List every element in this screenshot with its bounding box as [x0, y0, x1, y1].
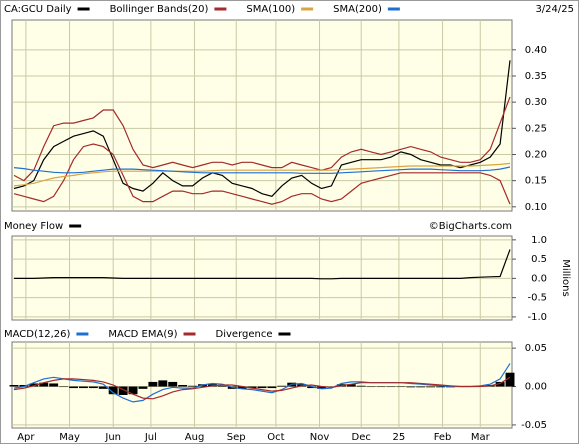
- y-tick-label: 0.5: [531, 254, 547, 265]
- bar: [69, 386, 78, 389]
- bar: [188, 385, 198, 387]
- bar: [78, 386, 88, 389]
- bar: [178, 385, 188, 387]
- series-line: [13, 143, 511, 205]
- x-tick-label: Aug: [185, 432, 205, 443]
- bar: [168, 381, 178, 387]
- series-line: [13, 376, 511, 400]
- axis-unit-label: Millions: [560, 259, 571, 296]
- bar: [237, 386, 247, 389]
- bar: [416, 386, 426, 388]
- series-line: [13, 166, 511, 174]
- annotation: ©BigCharts.com: [429, 221, 512, 232]
- series-line: [13, 60, 511, 197]
- x-tick-label: Jul: [144, 432, 157, 443]
- bar: [118, 386, 128, 395]
- y-tick-label: 0.25: [525, 123, 547, 134]
- y-tick-label: 0.05: [525, 343, 547, 354]
- y-tick-label: 1.0: [531, 235, 547, 246]
- y-tick-label: 0.30: [525, 97, 547, 108]
- bar: [148, 381, 158, 387]
- bar: [505, 372, 515, 387]
- y-tick-label: -0.5: [527, 293, 547, 304]
- y-tick-label: 0.35: [525, 71, 547, 82]
- chart-date: 3/24/25: [535, 4, 574, 15]
- x-tick-label: Dec: [352, 432, 371, 443]
- bar: [426, 386, 436, 388]
- series-line: [14, 249, 511, 280]
- y-tick-label: 0.0: [531, 273, 547, 284]
- legend-label: SMA(100): [246, 4, 295, 15]
- bar: [495, 381, 505, 387]
- bar: [247, 386, 257, 389]
- bar: [257, 386, 267, 389]
- bar: [158, 380, 168, 387]
- y-tick-label: 0.20: [525, 149, 547, 160]
- legend-label: MACD(12,26): [4, 329, 71, 340]
- series-line: [13, 363, 511, 403]
- bar: [396, 386, 406, 388]
- bar: [128, 386, 138, 395]
- bar: [356, 385, 366, 387]
- bar: [59, 386, 69, 388]
- bar: [19, 385, 29, 387]
- x-tick-label: Nov: [310, 432, 330, 443]
- x-tick-label: Feb: [434, 432, 452, 443]
- plot-area: [11, 19, 513, 212]
- bar: [406, 386, 416, 388]
- bar: [307, 386, 317, 389]
- bar: [317, 386, 326, 389]
- legend-label: SMA(200): [333, 4, 382, 15]
- x-tick-label: 25: [393, 432, 406, 443]
- y-tick-label: 0.00: [525, 382, 547, 393]
- series-line: [13, 162, 511, 187]
- legend-label: Bollinger Bands(20): [110, 4, 209, 15]
- bar: [39, 382, 49, 387]
- bar: [138, 386, 148, 389]
- bar: [98, 386, 108, 389]
- bar: [29, 383, 39, 387]
- legend-label: Money Flow: [4, 221, 63, 232]
- y-tick-label: -0.05: [521, 420, 547, 431]
- y-tick-label: 0.40: [525, 45, 547, 56]
- bar: [267, 386, 277, 389]
- bar: [376, 386, 386, 388]
- x-tick-label: Sep: [227, 432, 246, 443]
- legend-label: MACD EMA(9): [108, 329, 177, 340]
- bar: [277, 385, 287, 387]
- bar: [366, 386, 376, 388]
- bar: [9, 385, 19, 387]
- y-tick-label: 0.15: [525, 176, 547, 187]
- bar: [346, 384, 356, 387]
- bar: [386, 386, 396, 388]
- bar: [49, 383, 59, 387]
- x-tick-label: Mar: [471, 432, 491, 443]
- legend-label: Divergence: [216, 329, 273, 340]
- y-tick-label: 0.10: [525, 202, 547, 213]
- bar: [217, 385, 227, 387]
- x-tick-label: Apr: [17, 432, 35, 443]
- series-line: [13, 96, 511, 182]
- x-tick-label: Oct: [267, 432, 284, 443]
- bar: [88, 386, 98, 389]
- bar: [108, 386, 118, 395]
- bar: [436, 386, 446, 388]
- y-tick-label: -1.0: [527, 312, 547, 323]
- x-tick-label: May: [59, 432, 80, 443]
- x-tick-label: Jun: [104, 432, 121, 443]
- legend-label: CA:GCU Daily: [4, 4, 72, 15]
